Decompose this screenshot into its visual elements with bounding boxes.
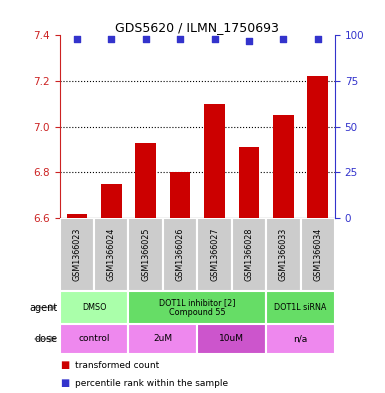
Bar (129, 324, 197, 354)
Point (177, 36, 183, 42)
Text: DOT1L inhibitor [2]
Compound 55: DOT1L inhibitor [2] Compound 55 (159, 298, 236, 317)
Point (280, 36, 286, 42)
Point (211, 36, 218, 42)
Text: GSM1366034: GSM1366034 (313, 228, 322, 281)
Text: GSM1366023: GSM1366023 (72, 228, 81, 281)
Text: transformed count: transformed count (75, 361, 159, 370)
Bar (239, 147, 259, 218)
Bar (197, 218, 232, 291)
Bar (136, 143, 156, 218)
Bar (129, 218, 163, 291)
Point (142, 36, 149, 42)
Bar (67, 213, 87, 218)
Bar (60, 324, 129, 354)
Point (108, 36, 114, 42)
Bar (129, 291, 266, 324)
Bar (266, 324, 335, 354)
Text: GSM1366024: GSM1366024 (107, 228, 116, 281)
Bar (266, 218, 301, 291)
Point (246, 38, 252, 44)
Point (315, 36, 321, 42)
Text: 2uM: 2uM (153, 334, 172, 343)
Bar (273, 115, 294, 218)
Bar (301, 218, 335, 291)
Text: GSM1366027: GSM1366027 (210, 228, 219, 281)
Bar (101, 184, 122, 218)
Text: control: control (78, 334, 110, 343)
Point (74, 36, 80, 42)
Text: DMSO: DMSO (82, 303, 106, 312)
Bar (60, 291, 129, 324)
Bar (204, 104, 225, 218)
Text: GSM1366025: GSM1366025 (141, 228, 150, 281)
Text: dose: dose (35, 334, 58, 344)
Text: GSM1366026: GSM1366026 (176, 228, 185, 281)
Text: DOT1L siRNA: DOT1L siRNA (275, 303, 327, 312)
Title: GDS5620 / ILMN_1750693: GDS5620 / ILMN_1750693 (116, 21, 279, 34)
Text: n/a: n/a (293, 334, 308, 343)
Bar (60, 218, 94, 291)
Text: ■: ■ (60, 378, 69, 388)
Text: percentile rank within the sample: percentile rank within the sample (75, 379, 228, 387)
Text: 10uM: 10uM (219, 334, 244, 343)
Text: agent: agent (30, 303, 58, 312)
Bar (170, 173, 191, 218)
Bar (197, 324, 266, 354)
Text: ■: ■ (60, 360, 69, 371)
Bar (232, 218, 266, 291)
Text: GSM1366028: GSM1366028 (244, 228, 253, 281)
Text: GSM1366033: GSM1366033 (279, 228, 288, 281)
Bar (94, 218, 129, 291)
Bar (163, 218, 197, 291)
Bar (307, 77, 328, 218)
Bar (266, 291, 335, 324)
